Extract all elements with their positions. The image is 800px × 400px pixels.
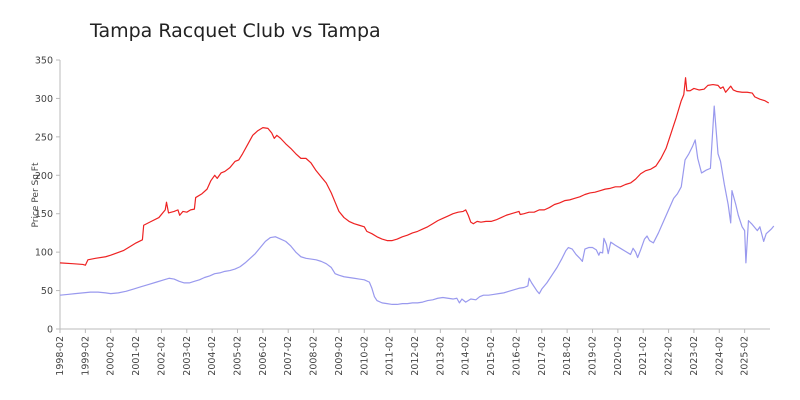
x-tick-label: 2011-02 [385,336,396,376]
x-tick-label: 2014-02 [461,336,472,376]
y-tick-label: 350 [35,56,53,67]
x-tick-label: 2015-02 [486,336,497,376]
x-tick-label: 2003-02 [182,336,193,376]
y-tick-label: 150 [35,209,53,220]
x-tick-label: 2018-02 [562,336,573,376]
x-tick-label: 2024-02 [714,336,725,376]
series-layer [59,77,775,306]
y-axis-label: Price Per Sq Ft [31,162,41,227]
x-tick-label: 1998-02 [55,336,66,376]
series-line-tampa-racquet-club [59,77,770,266]
x-tick-label: 2009-02 [334,336,345,376]
x-tick-label: 2004-02 [207,336,218,376]
x-tick-label: 2006-02 [258,336,269,376]
x-tick-label: 2010-02 [359,336,370,376]
y-axis-ticks: 0 50 100 150 200 250 300 350 [35,56,60,336]
x-tick-label: 2002-02 [156,336,167,376]
x-tick-label: 2000-02 [106,336,117,376]
y-tick-label: 50 [41,286,53,297]
x-tick-label: 2013-02 [435,336,446,376]
x-axis-ticks: 1998-02 1999-02 2000-02 2001-02 2002-02 2003-… [55,329,751,376]
x-tick-label: 2025-02 [740,336,751,376]
series-line-tampa [59,105,775,306]
y-tick-label: 200 [35,171,53,182]
x-tick-label: 1999-02 [80,336,91,376]
x-tick-label: 2012-02 [410,336,421,376]
x-tick-label: 2019-02 [588,336,599,376]
x-tick-label: 2008-02 [309,336,320,376]
x-tick-label: 2016-02 [511,336,522,376]
x-tick-label: 2017-02 [537,336,548,376]
x-tick-label: 2022-02 [664,336,675,376]
y-tick-label: 250 [35,132,53,143]
x-tick-label: 2021-02 [638,336,649,376]
x-tick-label: 2005-02 [233,336,244,376]
x-tick-label: 2001-02 [131,336,142,376]
y-tick-label: 0 [47,325,53,336]
y-tick-label: 300 [35,94,53,105]
y-tick-label: 100 [35,248,53,259]
chart-title: Tampa Racquet Club vs Tampa [89,20,381,42]
x-tick-label: 2023-02 [689,336,700,376]
x-tick-label: 2020-02 [613,336,624,376]
x-tick-label: 2007-02 [283,336,294,376]
